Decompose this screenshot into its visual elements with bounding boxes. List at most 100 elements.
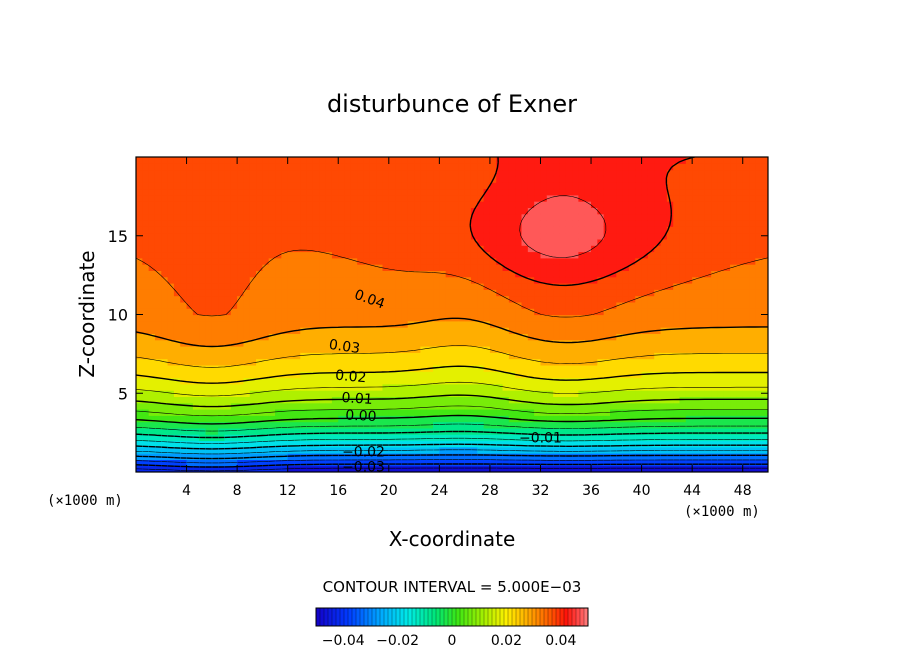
field-cell xyxy=(522,170,529,177)
field-cell xyxy=(736,207,743,214)
field-cell xyxy=(616,195,623,202)
field-cell xyxy=(338,258,345,265)
field-cell xyxy=(547,270,554,277)
field-cell xyxy=(547,163,554,170)
field-cell xyxy=(730,308,737,315)
field-cell xyxy=(509,321,516,328)
field-cell xyxy=(452,163,459,170)
field-cell xyxy=(199,283,206,290)
field-cell xyxy=(540,214,547,221)
field-cell xyxy=(635,264,642,271)
field-cell xyxy=(326,170,333,177)
field-cell xyxy=(559,239,566,246)
field-cell xyxy=(218,365,225,372)
field-cell xyxy=(509,283,516,290)
field-cell xyxy=(275,302,282,309)
field-cell xyxy=(218,245,225,252)
field-cell xyxy=(351,195,358,202)
field-cell xyxy=(408,415,415,422)
field-cell xyxy=(730,245,737,252)
field-cell xyxy=(281,176,288,183)
field-cell xyxy=(326,289,333,296)
field-cell xyxy=(458,195,465,202)
field-cell xyxy=(566,308,573,315)
field-cell xyxy=(161,220,168,227)
field-cell xyxy=(174,308,181,315)
field-cell xyxy=(212,365,219,372)
field-cell xyxy=(680,346,687,353)
field-cell xyxy=(515,403,522,410)
field-cell xyxy=(616,296,623,303)
field-cell xyxy=(705,346,712,353)
field-cell xyxy=(698,333,705,340)
field-cell xyxy=(206,258,213,265)
field-cell xyxy=(237,283,244,290)
field-cell xyxy=(642,163,649,170)
field-cell xyxy=(149,239,156,246)
field-cell xyxy=(382,163,389,170)
field-cell xyxy=(616,308,623,315)
field-cell xyxy=(661,453,668,460)
field-cell xyxy=(585,163,592,170)
field-cell xyxy=(142,157,149,164)
field-cell xyxy=(168,264,175,271)
field-cell xyxy=(142,170,149,177)
field-cell xyxy=(680,207,687,214)
field-cell xyxy=(231,333,238,340)
field-cell xyxy=(427,245,434,252)
field-cell xyxy=(149,214,156,221)
field-cell xyxy=(376,233,383,240)
field-cell xyxy=(692,207,699,214)
field-cell xyxy=(237,333,244,340)
field-cell xyxy=(193,270,200,277)
field-cell xyxy=(667,308,674,315)
field-cell xyxy=(364,277,371,284)
field-cell xyxy=(490,157,497,164)
field-cell xyxy=(698,233,705,240)
field-cell xyxy=(540,302,547,309)
field-cell xyxy=(382,422,389,429)
field-cell xyxy=(458,226,465,233)
field-cell xyxy=(616,207,623,214)
field-cell xyxy=(717,157,724,164)
field-cell xyxy=(515,302,522,309)
field-cell xyxy=(168,289,175,296)
field-cell xyxy=(698,390,705,397)
field-cell xyxy=(629,321,636,328)
field-cell xyxy=(471,453,478,460)
field-cell xyxy=(648,157,655,164)
field-cell xyxy=(534,220,541,227)
field-cell xyxy=(395,378,402,385)
field-cell xyxy=(414,327,421,334)
field-cell xyxy=(294,277,301,284)
field-cell xyxy=(534,327,541,334)
field-cell xyxy=(698,378,705,385)
field-cell xyxy=(724,441,731,448)
field-cell xyxy=(484,409,491,416)
field-cell xyxy=(237,308,244,315)
field-cell xyxy=(370,195,377,202)
field-cell xyxy=(724,409,731,416)
field-cell xyxy=(395,283,402,290)
field-cell xyxy=(307,163,314,170)
field-cell xyxy=(559,396,566,403)
field-cell xyxy=(193,252,200,259)
field-cell xyxy=(749,245,756,252)
field-cell xyxy=(370,207,377,214)
field-cell xyxy=(395,195,402,202)
field-cell xyxy=(357,277,364,284)
field-cell xyxy=(395,428,402,435)
field-cell xyxy=(597,340,604,347)
field-cell xyxy=(237,403,244,410)
field-cell xyxy=(661,252,668,259)
field-cell xyxy=(262,176,269,183)
field-cell xyxy=(395,296,402,303)
field-cell xyxy=(231,384,238,391)
field-cell xyxy=(724,365,731,372)
field-cell xyxy=(313,226,320,233)
field-cell xyxy=(180,365,187,372)
field-cell xyxy=(547,378,554,385)
field-cell xyxy=(294,359,301,366)
field-cell xyxy=(553,308,560,315)
field-cell xyxy=(547,201,554,208)
